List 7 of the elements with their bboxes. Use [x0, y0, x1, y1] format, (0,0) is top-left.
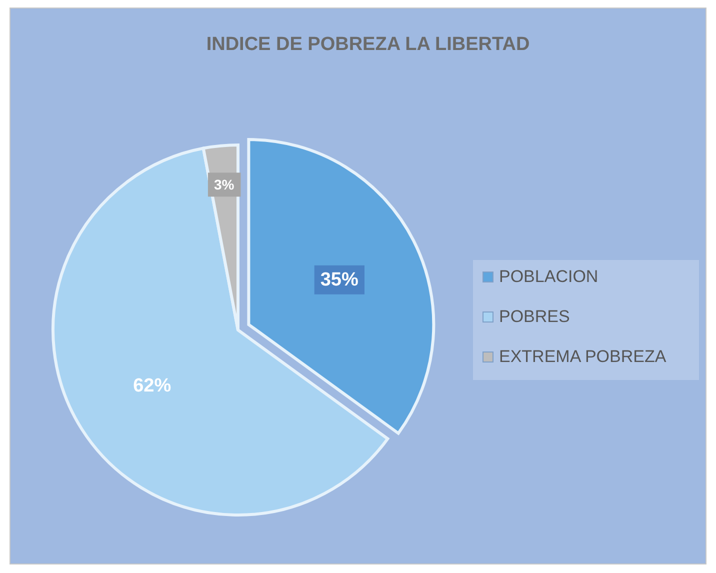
data-label: 3%: [214, 176, 235, 193]
legend-label: POBRES: [499, 307, 570, 326]
legend-label: POBLACION: [499, 267, 598, 286]
data-label: 62%: [133, 376, 172, 397]
legend-label: EXTREMA POBREZA: [499, 347, 667, 366]
data-label: 35%: [320, 269, 358, 290]
chart-title: INDICE DE POBREZA LA LIBERTAD: [206, 34, 530, 55]
